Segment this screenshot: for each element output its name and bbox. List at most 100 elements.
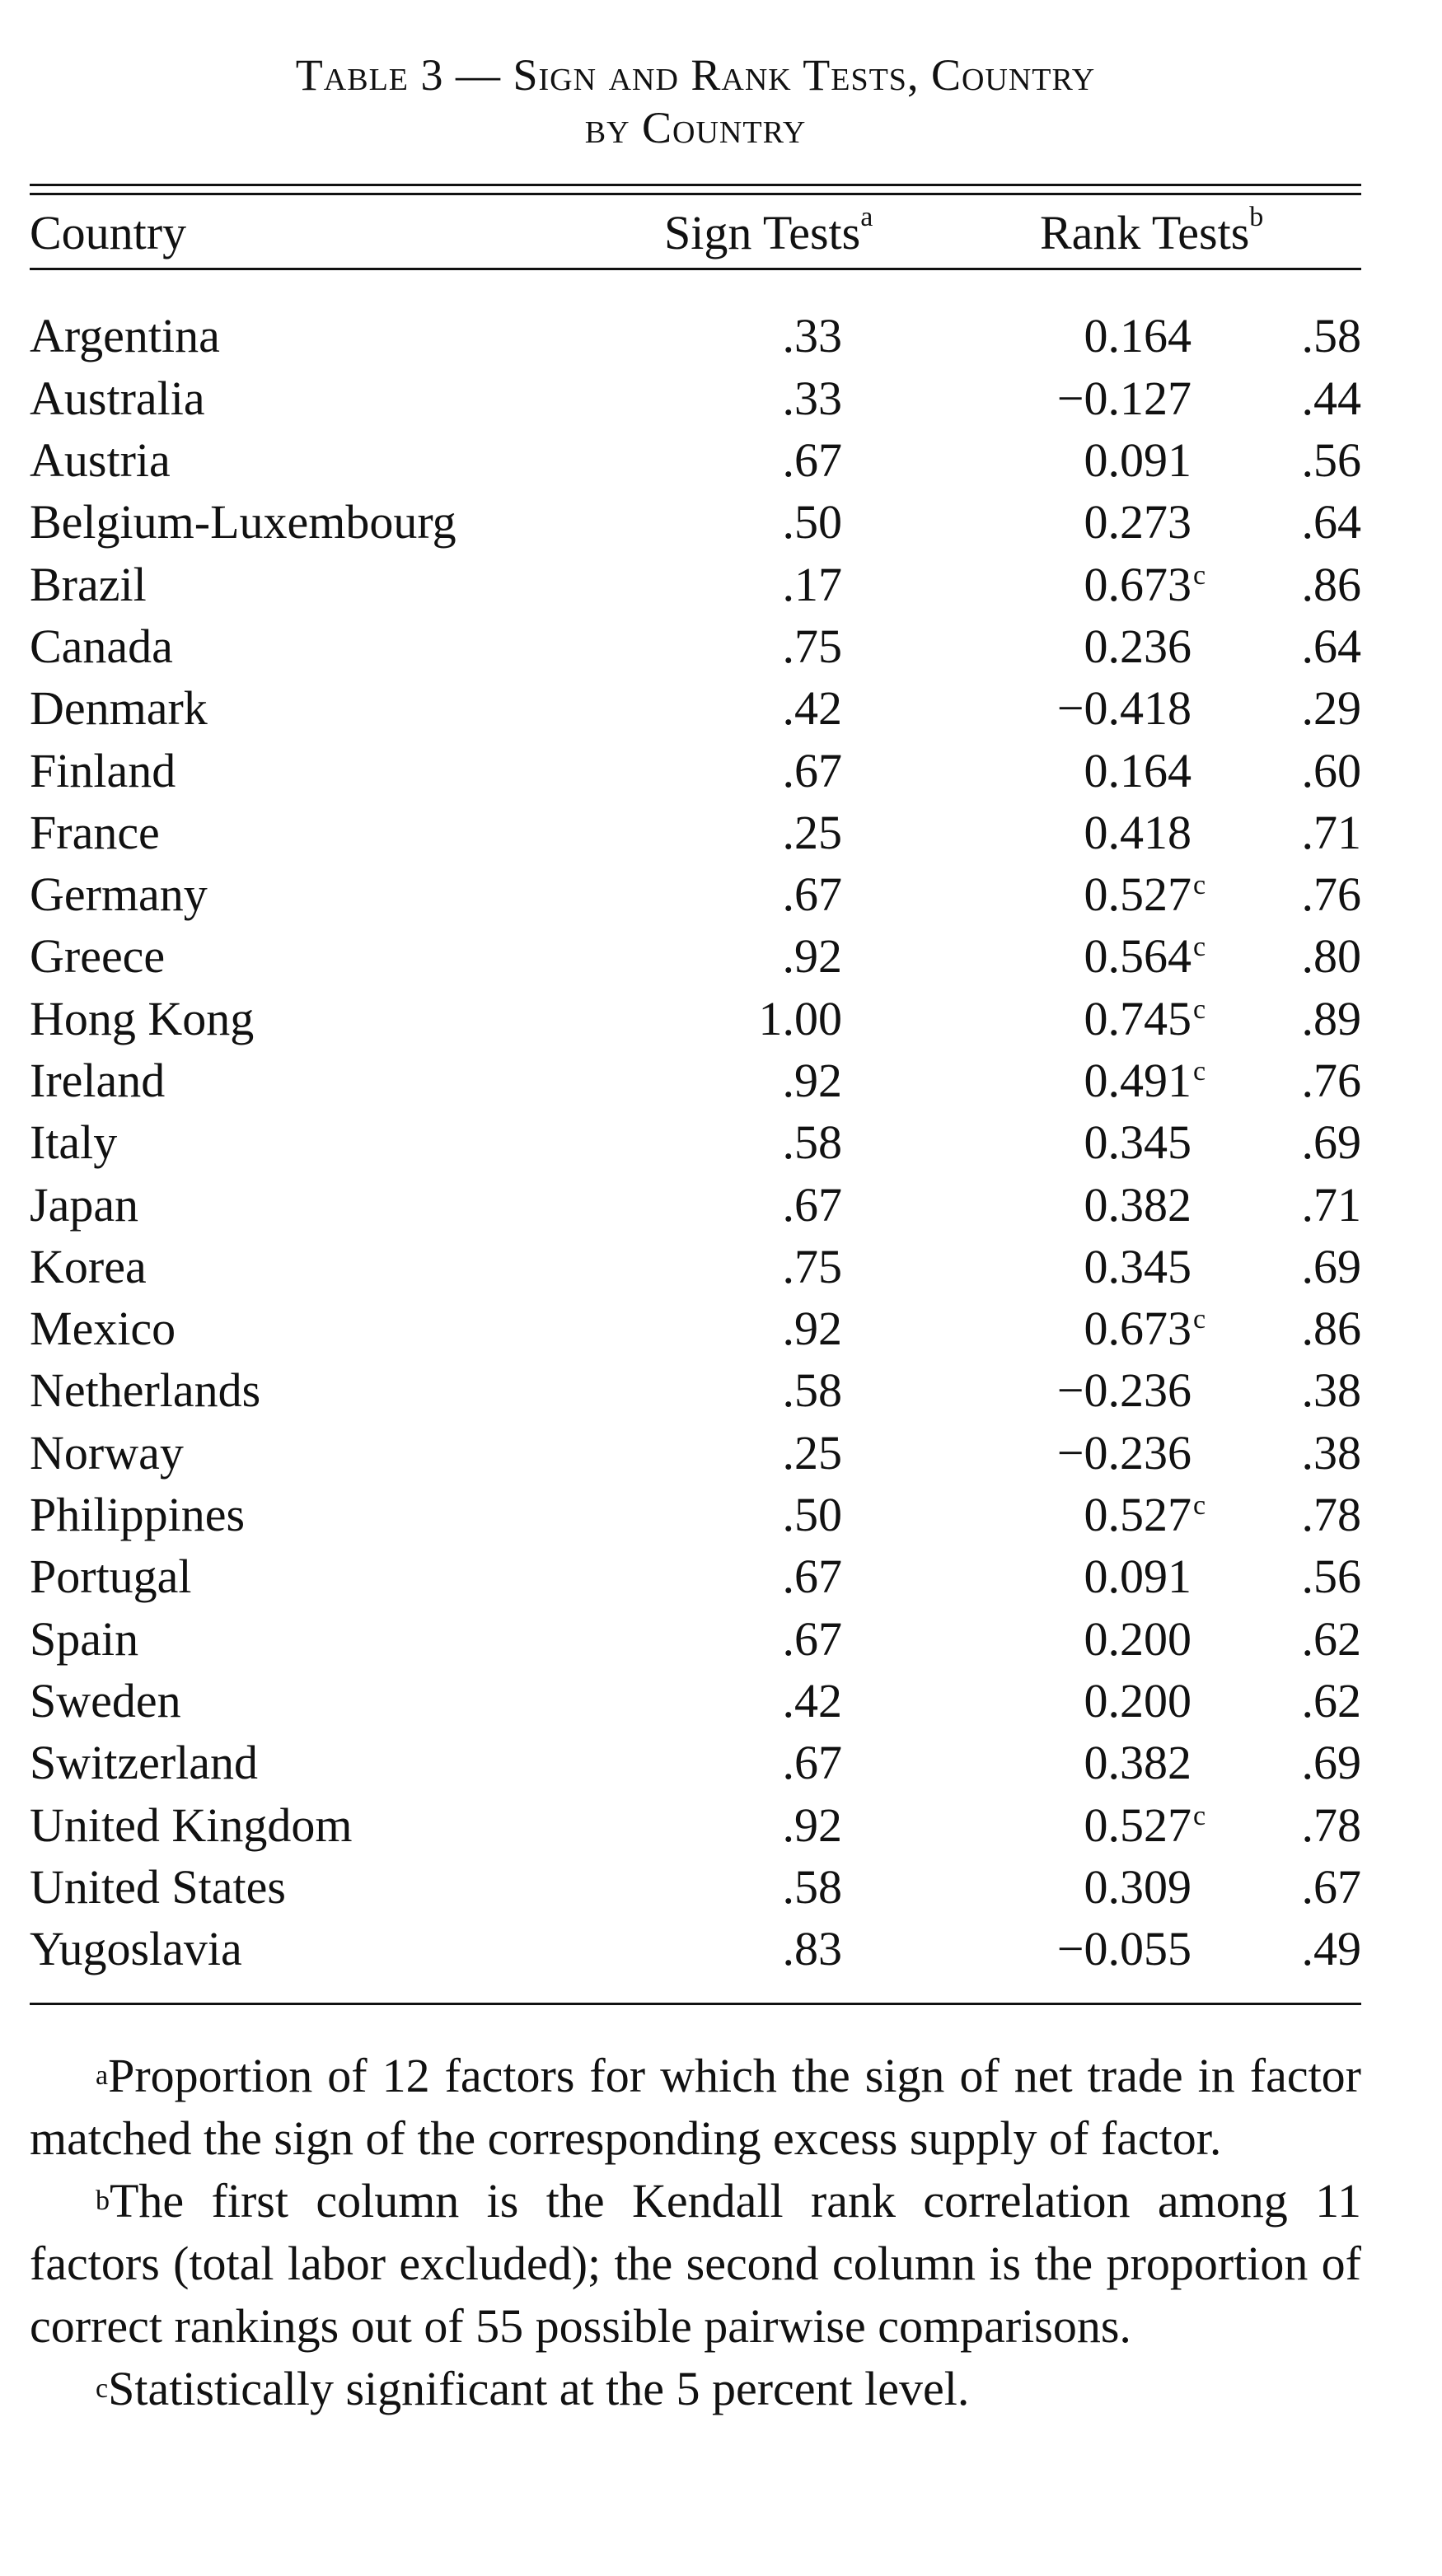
table-title-line-1: Table 3 — Sign and Rank Tests, Country (295, 50, 1096, 100)
cell-country: Mexico (30, 1302, 176, 1356)
cell-country: Spain (30, 1611, 139, 1666)
cell-country: Finland (30, 743, 176, 797)
cell-rank-correlation: 0.745 c (1084, 991, 1206, 1046)
table-row: Hong Kong 1.00 0.745 c .89 (30, 991, 1361, 1053)
cell-country: Austria (30, 433, 171, 488)
table-row: United Kingdom .92 0.527 c .78 (30, 1798, 1361, 1859)
footnote-text: Proportion of 12 factors for which the s… (30, 2049, 1361, 2166)
rank-correlation-value: 0.200 (1084, 1673, 1192, 1727)
cell-sign-test: .92 (782, 1798, 843, 1852)
cell-rank-proportion: .86 (1301, 557, 1362, 611)
cell-rank-proportion: .76 (1301, 867, 1362, 922)
cell-country: Hong Kong (30, 991, 255, 1045)
cell-rank-proportion: .58 (1301, 309, 1362, 363)
cell-rank-correlation: 0.527 c (1084, 867, 1206, 922)
rank-correlation-value: 0.345 (1084, 1239, 1192, 1293)
footnote-c: cStatistically significant at the 5 perc… (30, 2358, 1361, 2420)
table-title-line-2: by Country (584, 102, 807, 152)
table-row: United States .58 0.309 .67 (30, 1859, 1361, 1921)
header-rule (30, 268, 1361, 271)
rank-correlation-value: 0.200 (1084, 1611, 1192, 1666)
rank-correlation-value: −0.236 (1056, 1363, 1192, 1418)
rank-correlation-value: 0.673 (1084, 1302, 1192, 1356)
rank-correlation-value: −0.127 (1056, 371, 1192, 425)
header-sign-tests-label: Sign Tests (664, 206, 861, 260)
cell-sign-test: .67 (782, 743, 843, 797)
significance-mark: c (1193, 1490, 1206, 1522)
cell-rank-proportion: .56 (1301, 433, 1362, 488)
cell-rank-correlation: −0.236 (1057, 1363, 1192, 1418)
cell-country: Yugoslavia (30, 1922, 242, 1976)
rank-correlation-value: 0.382 (1084, 1736, 1192, 1790)
significance-mark: c (1193, 870, 1206, 901)
significance-mark: c (1193, 1800, 1206, 1831)
cell-country: Belgium-Luxembourg (30, 495, 456, 549)
cell-sign-test: .75 (782, 619, 843, 673)
cell-country: Germany (30, 867, 208, 922)
cell-country: Switzerland (30, 1736, 259, 1790)
header-sign-tests-footnote-mark: a (860, 202, 873, 233)
cell-sign-test: .67 (782, 1177, 843, 1232)
table-row: France .25 0.418 .71 (30, 805, 1361, 867)
table-body: Argentina .33 0.164 .58 Australia .33 −0.127 .4… (30, 308, 1361, 1983)
cell-rank-proportion: .69 (1301, 1115, 1362, 1170)
table-row: Austria .67 0.091 .56 (30, 432, 1361, 494)
cell-rank-proportion: .76 (1301, 1054, 1362, 1107)
cell-rank-correlation: 0.673 c (1084, 1301, 1206, 1356)
cell-country: United Kingdom (30, 1798, 353, 1852)
rank-correlation-value: −0.236 (1056, 1425, 1192, 1480)
table-row: Germany .67 0.527 c .76 (30, 867, 1361, 928)
cell-rank-proportion: .56 (1301, 1550, 1362, 1604)
table-row: Finland .67 0.164 .60 (30, 743, 1361, 805)
cell-rank-proportion: .38 (1301, 1425, 1362, 1480)
rank-correlation-value: 0.527 (1084, 1488, 1192, 1542)
significance-mark: c (1193, 932, 1206, 963)
cell-country: Netherlands (30, 1363, 261, 1418)
cell-rank-proportion: .64 (1301, 495, 1362, 549)
cell-rank-proportion: .67 (1301, 1859, 1362, 1914)
table-notes: aProportion of 12 factors for which the … (30, 2045, 1361, 2420)
cell-rank-proportion: .86 (1301, 1302, 1362, 1356)
table-row: Philippines .50 0.527 c .78 (30, 1487, 1361, 1549)
cell-sign-test: .83 (782, 1922, 843, 1976)
cell-country: Korea (30, 1239, 147, 1293)
table-row: Mexico .92 0.673 c .86 (30, 1301, 1361, 1363)
cell-sign-test: .92 (782, 1054, 843, 1107)
table-row: Greece .92 0.564 c .80 (30, 928, 1361, 990)
rank-correlation-value: 0.273 (1084, 495, 1192, 549)
cell-rank-correlation: 0.345 (1084, 1239, 1192, 1294)
table-row: Switzerland .67 0.382 .69 (30, 1735, 1361, 1797)
cell-rank-proportion: .71 (1301, 1177, 1362, 1232)
cell-country: Portugal (30, 1550, 192, 1604)
table-row: Yugoslavia .83 −0.055 .49 (30, 1921, 1361, 1983)
footnote-b: bThe first column is the Kendall rank co… (30, 2170, 1361, 2358)
cell-sign-test: .92 (782, 1302, 843, 1356)
cell-sign-test: .50 (782, 495, 843, 549)
cell-sign-test: .58 (782, 1859, 843, 1914)
rank-correlation-value: 0.164 (1084, 309, 1192, 363)
cell-rank-correlation: 0.309 (1084, 1859, 1192, 1914)
cell-sign-test: 1.00 (758, 991, 843, 1045)
table-row: Netherlands .58 −0.236 .38 (30, 1363, 1361, 1424)
rank-correlation-value: 0.382 (1084, 1177, 1192, 1232)
cell-rank-correlation: −0.055 (1057, 1921, 1192, 1976)
cell-sign-test: .58 (782, 1115, 843, 1170)
cell-rank-proportion: .71 (1301, 805, 1362, 859)
header-sign-tests: Sign Testsa (664, 202, 873, 260)
significance-mark: c (1193, 993, 1206, 1025)
cell-rank-correlation: 0.527 c (1084, 1798, 1206, 1853)
cell-rank-correlation: 0.200 (1084, 1673, 1192, 1728)
cell-rank-proportion: .64 (1301, 619, 1362, 673)
cell-rank-correlation: 0.236 (1084, 619, 1192, 674)
header-country: Country (30, 206, 187, 260)
cell-sign-test: .67 (782, 1611, 843, 1666)
rank-correlation-value: 0.309 (1084, 1859, 1192, 1914)
cell-country: Australia (30, 371, 205, 425)
significance-mark: c (1193, 1304, 1206, 1335)
cell-sign-test: .25 (782, 1425, 843, 1480)
header-rank-tests: Rank Testsb (1040, 202, 1263, 260)
table-row: Japan .67 0.382 .71 (30, 1177, 1361, 1239)
rank-correlation-value: 0.418 (1084, 805, 1192, 859)
cell-rank-correlation: 0.564 c (1084, 928, 1206, 984)
table-row: Sweden .42 0.200 .62 (30, 1673, 1361, 1735)
